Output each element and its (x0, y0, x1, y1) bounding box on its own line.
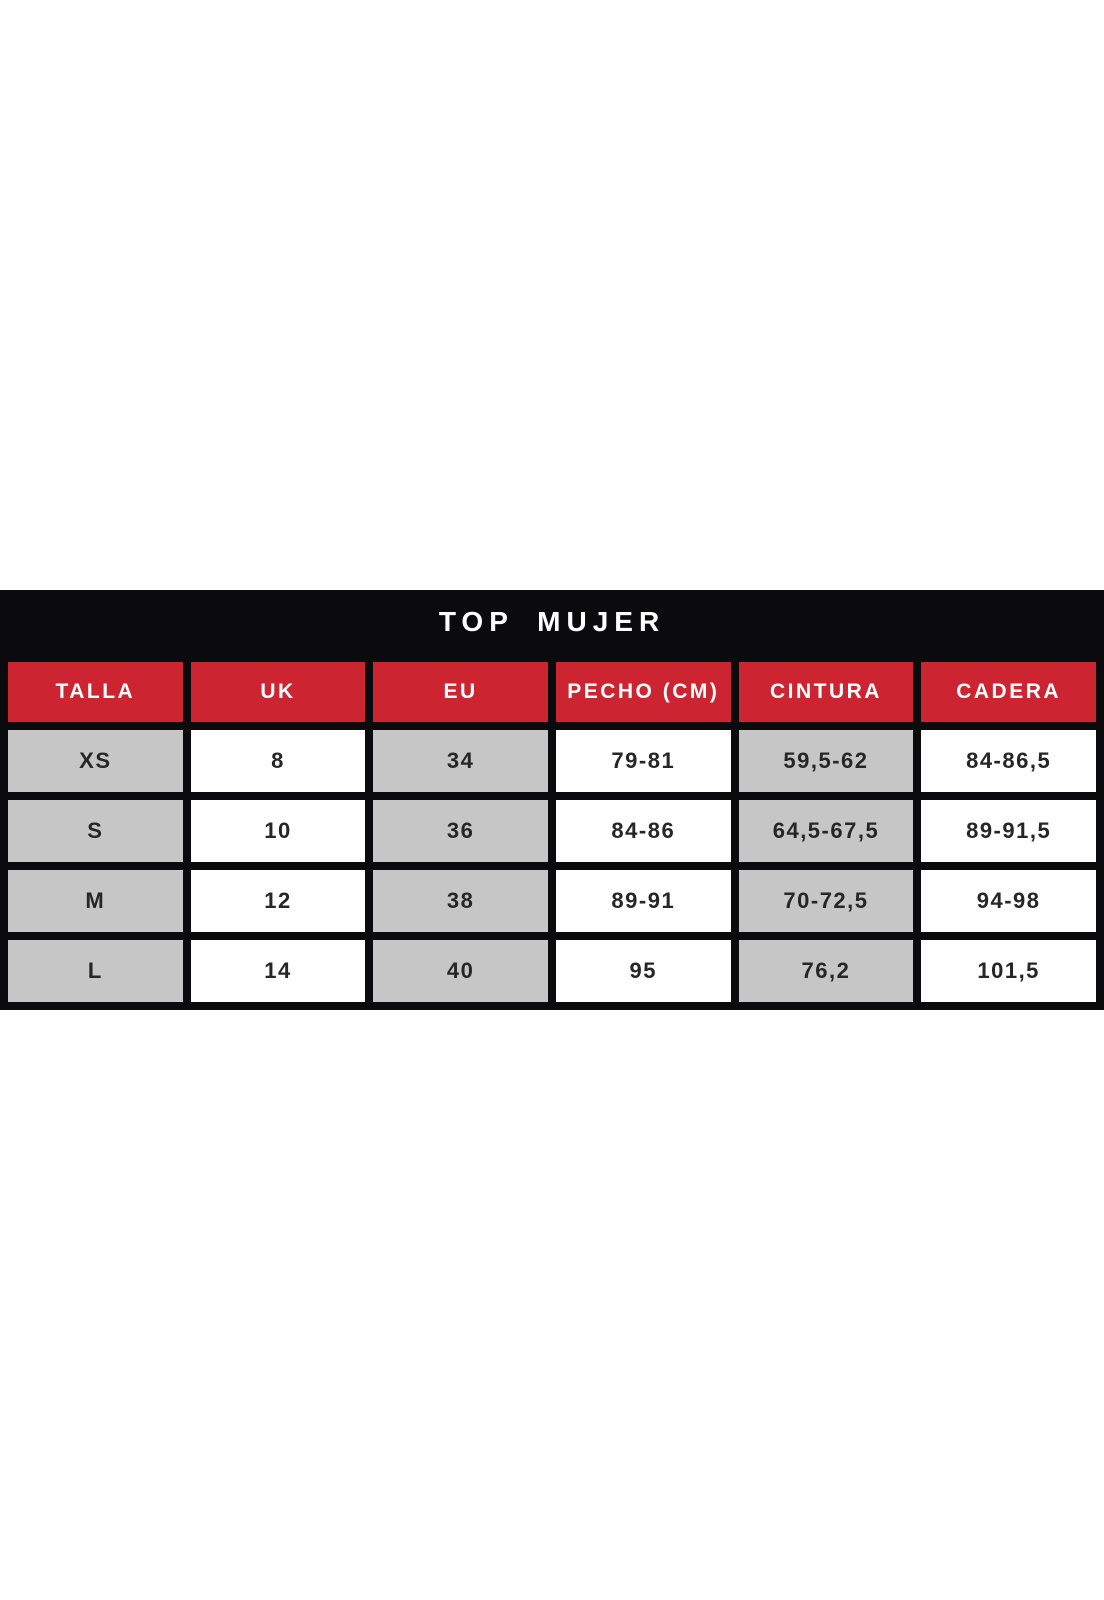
column-header-pecho: PECHO (CM) (555, 662, 731, 722)
cell-cintura: 64,5-67,5 (738, 800, 914, 862)
cell-eu: 40 (373, 940, 548, 1002)
table-row-s: S 10 36 84-86 64,5-67,5 89-91,5 (8, 800, 1096, 862)
chart-title: TOP MUJER (438, 606, 666, 637)
size-chart: TOP MUJER TALLA UK EU PECHO (CM) CINTURA… (0, 590, 1104, 1010)
column-header-cintura: CINTURA (738, 662, 914, 722)
cell-pecho: 95 (555, 940, 731, 1002)
table-row-m: M 12 38 89-91 70-72,5 94-98 (8, 870, 1096, 932)
column-header-eu: EU (373, 662, 548, 722)
cell-talla: S (8, 800, 183, 862)
cell-eu: 36 (373, 800, 548, 862)
cell-pecho: 89-91 (555, 870, 731, 932)
cell-uk: 10 (190, 800, 366, 862)
header-row: TALLA UK EU PECHO (CM) CINTURA CADERA (8, 662, 1096, 722)
cell-cintura: 76,2 (738, 940, 914, 1002)
cell-talla: M (8, 870, 183, 932)
size-table: TALLA UK EU PECHO (CM) CINTURA CADERA XS… (0, 654, 1104, 1010)
cell-pecho: 84-86 (555, 800, 731, 862)
cell-eu: 38 (373, 870, 548, 932)
column-header-uk: UK (190, 662, 366, 722)
cell-cintura: 59,5-62 (738, 730, 914, 792)
cell-uk: 8 (190, 730, 366, 792)
table-row-l: L 14 40 95 76,2 101,5 (8, 940, 1096, 1002)
cell-uk: 12 (190, 870, 366, 932)
column-header-talla: TALLA (8, 662, 183, 722)
table-row-xs: XS 8 34 79-81 59,5-62 84-86,5 (8, 730, 1096, 792)
cell-talla: XS (8, 730, 183, 792)
cell-cadera: 84-86,5 (921, 730, 1096, 792)
cell-cadera: 89-91,5 (921, 800, 1096, 862)
column-header-cadera: CADERA (921, 662, 1096, 722)
cell-eu: 34 (373, 730, 548, 792)
cell-pecho: 79-81 (555, 730, 731, 792)
cell-talla: L (8, 940, 183, 1002)
cell-cadera: 94-98 (921, 870, 1096, 932)
cell-cadera: 101,5 (921, 940, 1096, 1002)
cell-cintura: 70-72,5 (738, 870, 914, 932)
cell-uk: 14 (190, 940, 366, 1002)
